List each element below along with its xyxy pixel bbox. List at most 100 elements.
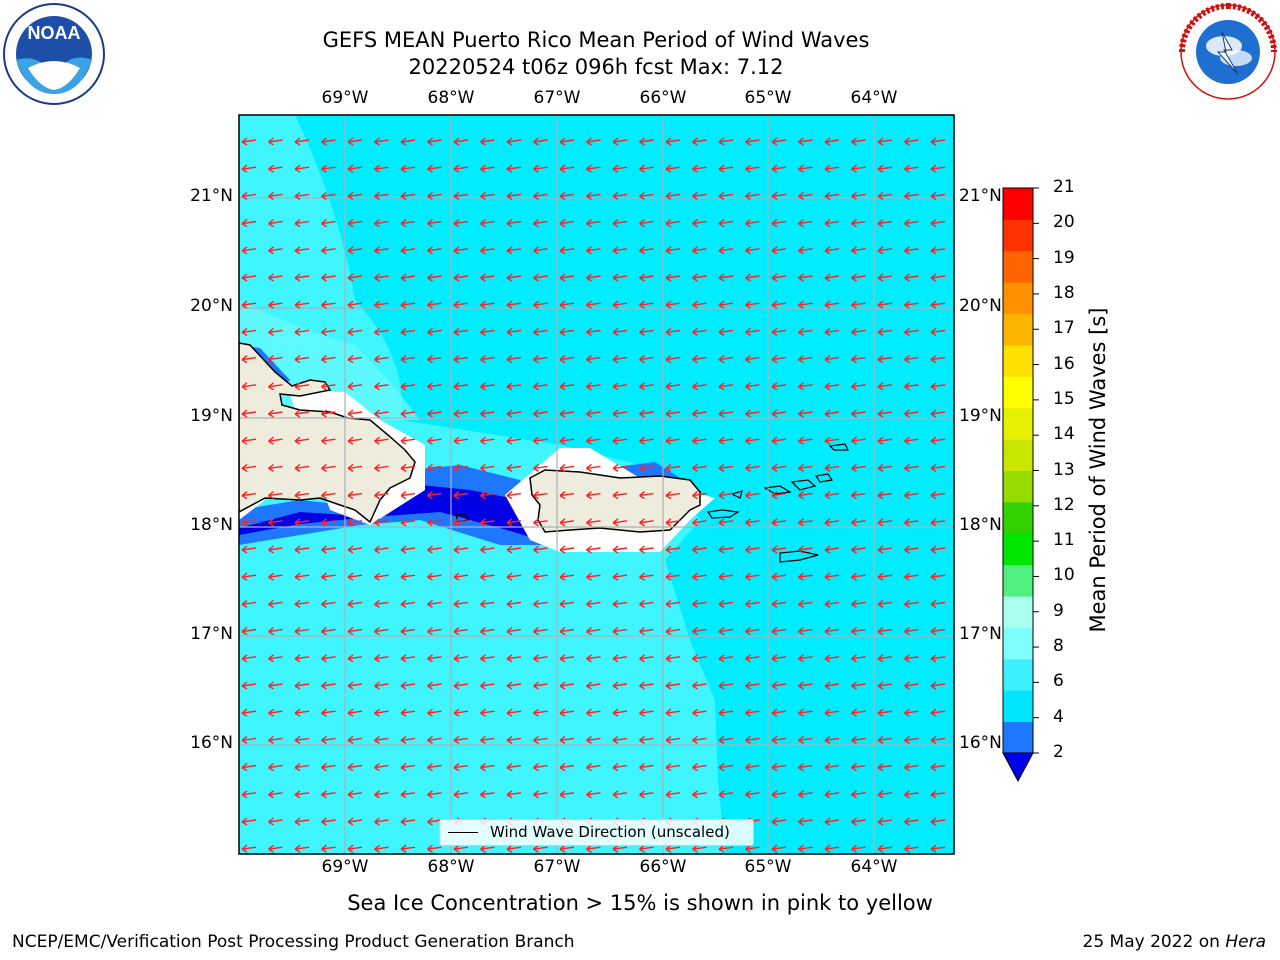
wind-arrow: [877, 191, 893, 201]
wind-arrow: [771, 844, 787, 853]
wind-arrow: [241, 572, 257, 581]
wind-arrow: [639, 219, 654, 228]
wind-arrow: [268, 518, 283, 527]
wind-arrow: [718, 382, 734, 391]
wind-arrow: [771, 409, 787, 418]
wind-arrow: [692, 219, 707, 228]
wind-arrow: [427, 355, 442, 364]
colorbar-segment: [1003, 376, 1033, 409]
wind-arrow: [268, 763, 283, 772]
wind-arrow: [665, 409, 681, 418]
wind-arrow: [586, 790, 601, 799]
noaa-logo: NOAA: [3, 3, 105, 105]
wind-arrow: [586, 436, 601, 445]
wind-arrow: [347, 708, 363, 717]
wind-arrow: [400, 246, 416, 255]
wind-arrow: [692, 763, 707, 772]
wind-arrow: [480, 599, 495, 609]
wind-arrow: [294, 681, 310, 690]
vieques-island: [706, 509, 740, 519]
wind-arrow: [268, 491, 283, 500]
wind-arrow: [347, 409, 363, 418]
wind-arrow: [718, 572, 734, 581]
wind-arrow: [798, 572, 813, 581]
wind-arrow: [347, 137, 363, 146]
wind-arrow: [586, 518, 601, 527]
wind-arrow: [718, 164, 734, 173]
wind-arrow: [904, 246, 919, 255]
wind-arrow: [453, 545, 469, 554]
wind-arrow: [559, 327, 575, 337]
wind-arrow: [321, 300, 336, 309]
wind-arrow: [877, 355, 893, 364]
wind-arrow: [639, 327, 654, 337]
wind-arrow: [321, 518, 336, 527]
wind-arrow: [904, 300, 919, 309]
wind-arrow: [771, 137, 787, 146]
colorbar-tick-label: 11: [1053, 530, 1075, 551]
wind-arrow: [241, 817, 257, 826]
wind-arrow: [294, 572, 310, 581]
wind-arrow: [400, 219, 416, 228]
wind-arrow: [321, 409, 336, 418]
wind-arrow: [612, 300, 628, 309]
wind-arrow: [506, 491, 522, 500]
wind-arrow: [824, 790, 840, 799]
wind-arrow: [930, 572, 946, 581]
wind-arrow: [665, 191, 681, 201]
wind-arrow: [268, 844, 283, 853]
wind-arrow: [559, 355, 575, 364]
wind-arrow: [639, 763, 654, 772]
wind-arrow: [586, 273, 601, 282]
wind-arrow: [798, 463, 813, 473]
wind-arrow: [427, 273, 442, 282]
wind-arrow: [930, 491, 946, 500]
wind-arrow: [533, 654, 548, 663]
wind-arrow: [427, 409, 442, 418]
wind-arrow: [321, 708, 336, 717]
wind-arrow: [851, 246, 866, 255]
wind-arrow: [374, 219, 389, 228]
wind-arrow: [268, 436, 283, 445]
footer-host: Hera: [1225, 932, 1266, 952]
colorbar-tick-label: 13: [1053, 459, 1075, 480]
wind-arrow: [824, 572, 840, 581]
wind-arrow: [294, 844, 310, 853]
wind-arrow: [639, 681, 654, 690]
wind-arrow: [480, 219, 495, 228]
chart-subtitle: 20220524 t06z 096h fcst Max: 7.12: [408, 55, 784, 79]
wind-arrow: [294, 436, 310, 445]
wind-arrow: [692, 545, 707, 554]
wind-arrow: [824, 219, 840, 228]
wind-arrow: [374, 627, 389, 636]
wind-arrow: [321, 491, 336, 500]
wind-arrow: [692, 409, 707, 418]
wind-arrow: [559, 191, 575, 201]
wind-arrow: [904, 463, 919, 473]
wind-arrow: [904, 545, 919, 554]
wind-arrow: [533, 627, 548, 636]
colorbar-tick-label: 14: [1053, 424, 1075, 445]
wind-arrow: [612, 763, 628, 772]
wind-arrow: [453, 518, 469, 527]
wind-arrow: [639, 273, 654, 282]
wind-arrow: [480, 164, 495, 173]
wind-arrow: [294, 491, 310, 500]
wind-arrow: [533, 191, 548, 201]
colorbar-tick-label: 20: [1053, 212, 1075, 233]
wind-arrow: [798, 545, 813, 554]
wind-arrow: [427, 844, 442, 853]
wind-arrow: [798, 844, 813, 853]
wind-arrow: [427, 246, 442, 255]
wind-arrow: [798, 191, 813, 201]
wind-arrow: [745, 654, 760, 663]
wind-arrow: [692, 300, 707, 309]
wind-arrow: [586, 545, 601, 554]
wind-arrow: [453, 327, 469, 337]
wind-arrow: [559, 708, 575, 717]
wind-arrow: [824, 627, 840, 636]
wind-arrow: [506, 463, 522, 473]
wind-arrow: [904, 355, 919, 364]
wind-arrow: [692, 518, 707, 527]
wind-arrow: [824, 708, 840, 717]
